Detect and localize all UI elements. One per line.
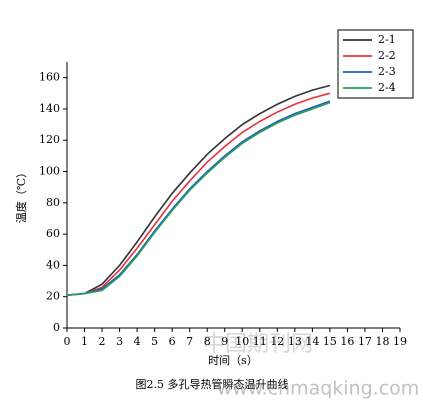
x-axis-label: 时间（s）: [208, 354, 258, 367]
x-tick-label: 17: [358, 335, 372, 348]
watermark: www.cnmaqking.com: [217, 378, 420, 400]
series-line: [66, 92, 331, 296]
x-tick-label: 7: [186, 335, 193, 348]
series-line: [66, 100, 331, 296]
x-tick-label: 18: [375, 335, 389, 348]
x-tick-label: 2: [99, 335, 106, 348]
x-tick-label: 19: [393, 335, 407, 348]
y-tick-label: 120: [39, 133, 60, 146]
y-tick-label: 0: [53, 321, 60, 334]
x-tick-label: 16: [340, 335, 354, 348]
y-tick-label: 140: [39, 102, 60, 115]
y-axis-label: 温度（℃）: [14, 167, 28, 223]
x-tick-label: 3: [116, 335, 123, 348]
x-tick-label: 15: [323, 335, 337, 348]
legend-label: 2-3: [378, 65, 396, 78]
x-tick-label: 1: [81, 335, 88, 348]
x-tick-label: 9: [221, 335, 228, 348]
legend-label: 2-1: [378, 33, 396, 46]
x-tick-label: 4: [134, 335, 141, 348]
x-tick-label: 14: [305, 335, 319, 348]
y-tick-label: 160: [39, 71, 60, 84]
y-tick-label: 20: [46, 290, 60, 303]
series-line: [66, 101, 331, 296]
y-tick-label: 100: [39, 165, 60, 178]
watermark: 中国期刊网: [203, 332, 313, 357]
x-tick-label: 0: [64, 335, 71, 348]
y-tick-label: 60: [46, 227, 60, 240]
x-tick-label: 5: [151, 335, 158, 348]
x-tick-label: 8: [204, 335, 211, 348]
x-tick-label: 11: [253, 335, 267, 348]
series-line: [66, 84, 331, 296]
x-tick-label: 10: [235, 335, 249, 348]
x-tick-label: 12: [270, 335, 284, 348]
legend-label: 2-4: [378, 81, 396, 94]
caption: 图2.5 多孔导热管瞬态温升曲线: [136, 377, 289, 391]
y-tick-label: 80: [46, 196, 60, 209]
x-tick-label: 6: [169, 335, 176, 348]
y-tick-label: 40: [46, 258, 60, 271]
legend-label: 2-2: [378, 49, 396, 62]
legend-box: [337, 29, 414, 99]
x-tick-label: 13: [288, 335, 302, 348]
